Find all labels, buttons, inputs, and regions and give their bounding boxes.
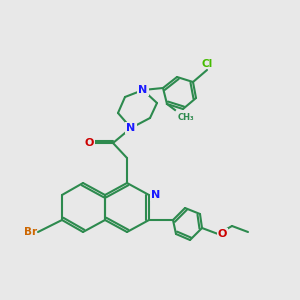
Text: N: N <box>126 123 136 133</box>
Text: N: N <box>151 190 160 200</box>
Text: Br: Br <box>24 227 37 237</box>
Text: O: O <box>85 138 94 148</box>
Text: CH₃: CH₃ <box>178 113 195 122</box>
Text: Cl: Cl <box>201 59 213 69</box>
Text: O: O <box>218 229 227 239</box>
Text: N: N <box>138 85 148 95</box>
